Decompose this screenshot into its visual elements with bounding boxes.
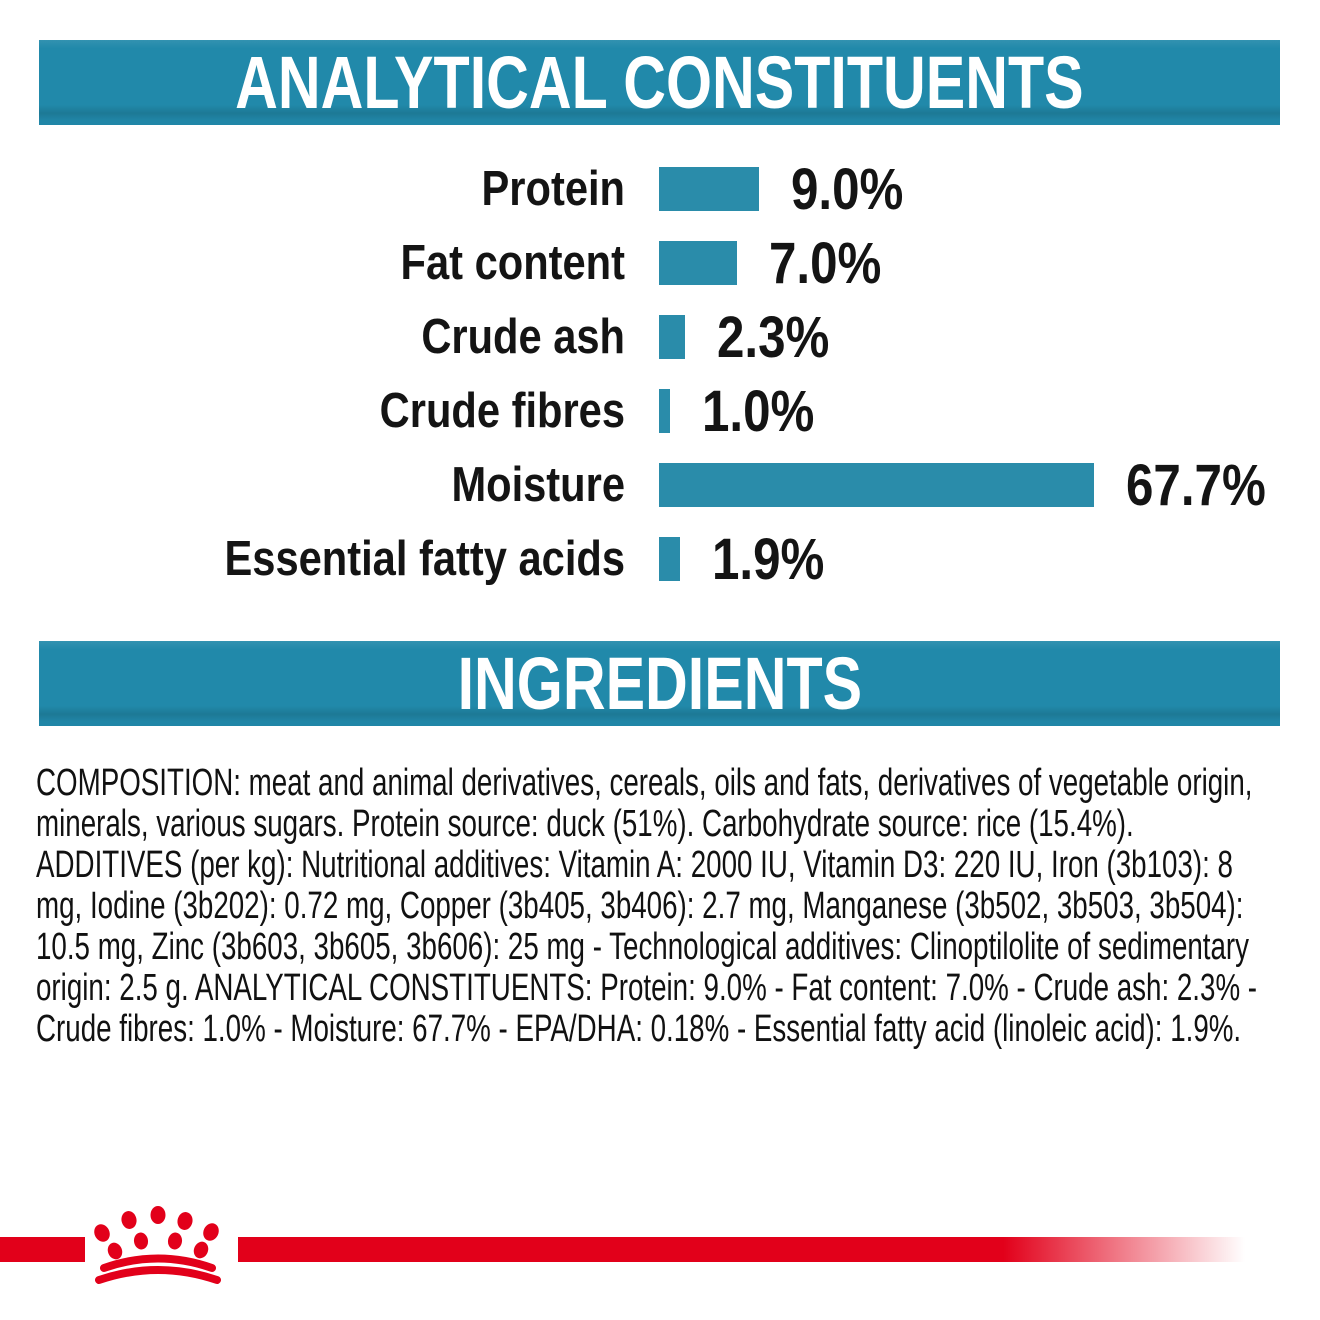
chart-bar bbox=[659, 315, 685, 359]
chart-category-label: Moisture bbox=[451, 458, 625, 512]
composition-text: COMPOSITION: meat and animal derivatives… bbox=[36, 762, 1258, 1050]
chart-bar bbox=[659, 537, 681, 581]
chart-row: Fat content 7.0% bbox=[0, 226, 1320, 300]
chart-row: Essential fatty acids 1.9% bbox=[0, 522, 1320, 596]
chart-category-label: Crude fibres bbox=[379, 384, 625, 438]
chart-value-label: 9.0% bbox=[791, 156, 904, 222]
chart-bar bbox=[659, 167, 760, 211]
crown-base-arcs bbox=[95, 1254, 221, 1284]
chart-bar bbox=[659, 389, 671, 433]
crown-paw-dots bbox=[94, 1206, 219, 1260]
chart-row: Crude ash 2.3% bbox=[0, 300, 1320, 374]
chart-category-label: Crude ash bbox=[421, 310, 625, 364]
royal-canin-crown-icon bbox=[94, 1206, 221, 1284]
chart-category-label: Fat content bbox=[400, 236, 625, 290]
chart-row: Crude fibres 1.0% bbox=[0, 374, 1320, 448]
analytical-constituents-title: ANALYTICAL CONSTITUENTS bbox=[235, 41, 1084, 124]
analytical-constituents-banner: ANALYTICAL CONSTITUENTS bbox=[39, 40, 1280, 125]
chart-value-label: 2.3% bbox=[716, 304, 830, 370]
chart-row: Protein 9.0% bbox=[0, 152, 1320, 226]
chart-bar bbox=[659, 463, 1094, 507]
analytical-constituents-bar-chart: Protein 9.0% Fat content 7.0% Crude ash 2.3% C… bbox=[0, 152, 1320, 596]
chart-value-label: 67.7% bbox=[1126, 452, 1266, 518]
chart-value-label: 7.0% bbox=[769, 230, 882, 296]
chart-category-label: Protein bbox=[481, 162, 625, 216]
chart-row: Moisture 67.7% bbox=[0, 448, 1320, 522]
ingredients-title: INGREDIENTS bbox=[457, 642, 862, 725]
chart-value-label: 1.9% bbox=[712, 526, 825, 592]
chart-category-label: Essential fatty acids bbox=[224, 532, 625, 586]
brand-divider-line-right bbox=[238, 1237, 1245, 1262]
chart-bar bbox=[659, 241, 738, 285]
chart-value-label: 1.0% bbox=[702, 378, 815, 444]
ingredients-banner: INGREDIENTS bbox=[39, 641, 1280, 726]
brand-divider-line-left bbox=[0, 1237, 85, 1262]
